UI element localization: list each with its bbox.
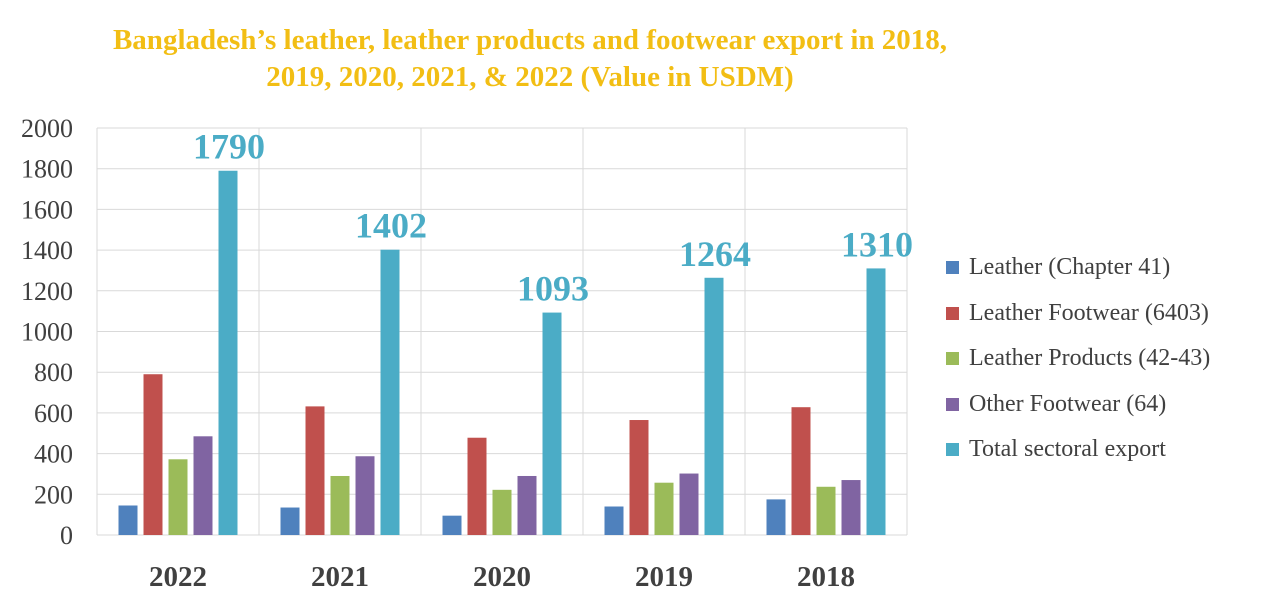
x-tick-label: 2018 [797,561,855,593]
data-label: 1310 [841,224,913,264]
bar [467,437,487,535]
bar [193,436,213,535]
bar [841,480,861,535]
bar [816,486,836,535]
y-axis: 0 200 400 600 800 1000 1200 1400 1600 1800 2000 [21,114,73,550]
bar [604,506,624,535]
bar [791,407,811,535]
bar [218,170,238,536]
data-label: 1264 [679,234,751,274]
legend-swatch [946,306,959,320]
y-tick-label: 200 [34,480,73,509]
y-tick-label: 400 [34,440,73,469]
y-tick-label: 2000 [21,114,73,143]
bar [704,277,724,535]
bar [305,406,325,535]
data-label: 1790 [193,127,265,167]
data-label: 1402 [355,206,427,246]
chart-title-line-1: Bangladesh’s leather, leather products a… [112,24,948,56]
x-tick-label: 2020 [473,561,531,593]
bar [168,459,188,535]
chart-title: Bangladesh’s leather, leather products a… [30,22,1030,96]
bar [629,420,649,535]
bar [517,475,537,535]
bar [654,482,674,535]
bar [380,249,400,535]
bar [542,312,562,535]
data-labels: 1790 1402 1093 1264 1310 [193,127,913,309]
legend-item: Leather Products (42-43) [946,336,1210,382]
legend: Leather (Chapter 41) Leather Footwear (6… [946,245,1210,473]
bar [355,456,375,535]
y-tick-label: 1200 [21,277,73,306]
y-tick-label: 0 [60,521,73,550]
y-tick-label: 1400 [21,236,73,265]
legend-label: Other Footwear (64) [969,390,1167,417]
legend-label: Total sectoral export [969,436,1166,463]
bar [143,374,163,535]
y-tick-label: 1000 [21,318,73,347]
legend-item: Leather Footwear (6403) [946,291,1210,337]
bar [679,473,699,535]
legend-item: Total sectoral export [946,427,1210,473]
legend-swatch [946,443,959,457]
legend-item: Other Footwear (64) [946,382,1210,428]
y-tick-label: 800 [34,358,73,387]
x-tick-label: 2019 [635,561,693,593]
x-tick-label: 2021 [311,561,369,593]
x-axis: 2022 2021 2020 2019 2018 [149,561,855,593]
bar [330,475,350,535]
bar [442,515,462,535]
y-tick-label: 1800 [21,155,73,184]
bars [118,170,886,536]
bar [118,505,138,535]
bar [280,507,300,535]
legend-swatch [946,261,959,275]
chart-title-line-2: 2019, 2020, 2021, & 2022 (Value in USDM) [266,61,794,93]
legend-label: Leather Products (42-43) [969,345,1211,372]
x-tick-label: 2022 [149,561,207,593]
y-tick-label: 1600 [21,195,73,224]
bar [766,499,786,535]
legend-label: Leather (Chapter 41) [969,254,1171,281]
legend-swatch [946,397,959,411]
legend-swatch [946,352,959,366]
legend-label: Leather Footwear (6403) [969,299,1209,326]
bar [866,268,886,535]
y-tick-label: 600 [34,399,73,428]
legend-item: Leather (Chapter 41) [946,245,1210,291]
bar [492,489,512,535]
data-label: 1093 [517,269,589,309]
